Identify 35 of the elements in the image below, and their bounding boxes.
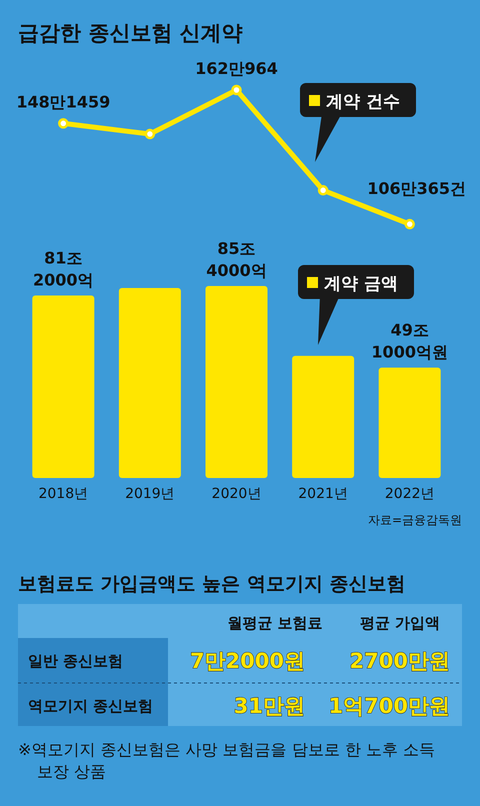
text: 1억700만원: [328, 694, 450, 718]
data-label: 148만1459: [16, 92, 110, 112]
bar: [118, 288, 181, 478]
text: 2700만원: [350, 649, 450, 673]
x-tick-label: 2019년: [125, 486, 175, 502]
category-label: 역모기지 종신보험: [28, 697, 154, 715]
data-label: 85조 4000억: [206, 239, 267, 280]
x-tick-label: 2022년: [384, 486, 435, 502]
text: 31만원: [234, 694, 305, 718]
legend-label: 계약 건수: [326, 92, 400, 112]
data-label: 81조 2000억: [33, 248, 94, 290]
chart-title: 급감한 종신보험 신계약: [18, 21, 243, 45]
data-label: 49조 1000억원: [371, 320, 448, 362]
point: [144, 128, 156, 140]
category-label: 평균 가입액: [360, 614, 440, 632]
text: ※역모기지 종신보험은 사망 보험금을 담보로 한 노후 소득 보장 상품: [18, 740, 436, 781]
bar: [292, 356, 354, 478]
category-label: 월평균 보험료: [227, 614, 323, 632]
point: [58, 118, 69, 129]
text: 자료=금융감독원: [368, 513, 462, 527]
point: [318, 185, 328, 196]
data-label: 106만365건: [367, 179, 466, 198]
point: [231, 84, 242, 96]
x-tick-label: 2020년: [212, 486, 262, 502]
legend-label: 계약 금액: [324, 274, 398, 294]
data-label: 162만964: [195, 59, 278, 78]
point: [404, 218, 415, 230]
bar: [206, 286, 268, 478]
text: 7만2000원: [190, 649, 305, 673]
text: 보험료도 가입금액도 높은 역모기지 종신보험: [18, 573, 406, 595]
x-tick-label: 2021년: [298, 486, 348, 502]
category-label: 일반 종신보험: [28, 652, 124, 670]
bar: [32, 295, 94, 478]
x-tick-label: 2018년: [38, 486, 88, 502]
bar: [378, 368, 441, 478]
